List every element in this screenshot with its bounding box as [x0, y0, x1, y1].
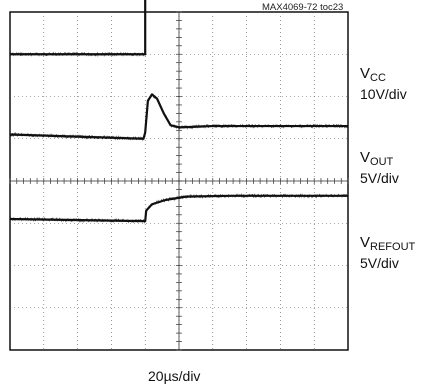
time-base-label: 20µs/div: [148, 368, 201, 384]
vout-label-sub: OUT: [370, 156, 394, 168]
vout-label: VOUT: [360, 150, 393, 170]
vout-scale: 5V/div: [360, 170, 399, 186]
trace-noise-out: [9, 93, 349, 142]
trace-noise-refout: [9, 193, 349, 224]
vout-label-main: V: [360, 149, 371, 166]
vrefout-scale: 5V/div: [360, 255, 399, 271]
figure-id: MAX4069-72 toc23: [262, 2, 344, 13]
vcc-label-sub: CC: [370, 72, 386, 84]
vrefout-label: VREFOUT: [360, 235, 415, 255]
vcc-label-main: V: [360, 65, 371, 82]
vrefout-label-sub: REFOUT: [370, 241, 416, 253]
traces: [9, 0, 349, 224]
trace-noise-cc: [9, 0, 146, 58]
grid: [9, 11, 349, 351]
vrefout-label-main: V: [360, 234, 371, 251]
vcc-label: VCC: [360, 66, 386, 86]
vcc-scale: 10V/div: [360, 86, 407, 102]
